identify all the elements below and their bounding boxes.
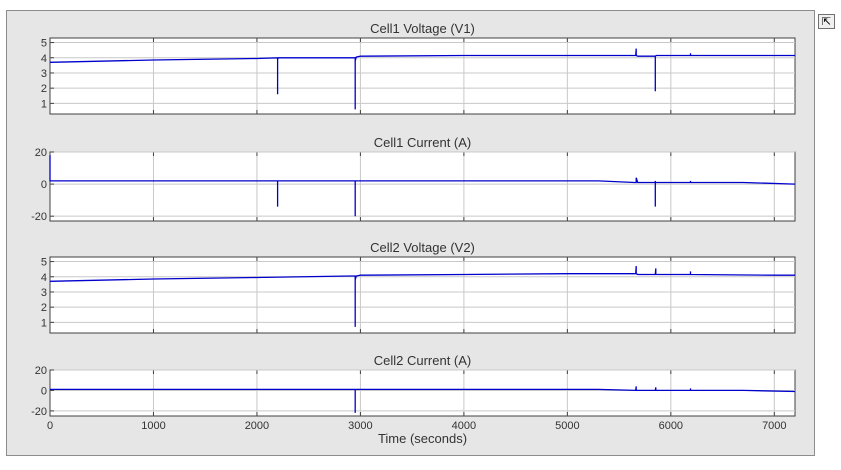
subplot-4: 0 1000 2000 3000 4000 5000 6000 7000-20020Cell2… (31, 353, 796, 446)
x-tick-label: 7000 (762, 420, 786, 432)
y-tick-label: 4 (41, 272, 47, 284)
y-tick-label: -20 (31, 211, 47, 223)
plot-area (49, 369, 796, 417)
y-tick-label: 20 (35, 147, 47, 159)
y-tick-label: 2 (41, 302, 47, 314)
plot-area (49, 256, 796, 334)
y-tick-label: 5 (41, 257, 47, 269)
subplot-3: 1 2 3 4 5 Cell2 Voltage (V2) (41, 240, 796, 334)
subplot-title: Cell1 Current (A) (374, 135, 472, 150)
y-tick-label: 0 (41, 179, 47, 191)
series-line (49, 155, 796, 217)
subplot-title: Cell2 Current (A) (374, 353, 472, 368)
y-tick-label: 3 (41, 68, 47, 80)
undock-arrow-icon[interactable]: ⇱ (818, 14, 835, 29)
y-tick-label: 2 (41, 83, 47, 95)
plot-area (49, 37, 796, 115)
x-tick-label: 1000 (141, 420, 165, 432)
subplot-2: -20 0 20 Cell1 Current (A) (31, 135, 796, 223)
series-line (50, 386, 796, 413)
x-tick-label: 5000 (555, 420, 579, 432)
y-tick-label: 4 (41, 53, 47, 65)
subplot-title: Cell1 Voltage (V1) (370, 21, 475, 36)
series-line (49, 48, 795, 110)
y-tick-label: 20 (35, 365, 47, 377)
x-tick-label: 2000 (245, 420, 269, 432)
x-axis-label: Time (seconds) (378, 431, 467, 446)
y-tick-label: 3 (41, 287, 47, 299)
y-tick-label: 0 (41, 385, 47, 397)
x-tick-label: 0 (47, 420, 53, 432)
y-tick-label: -20 (31, 406, 47, 418)
y-tick-label: 1 (41, 317, 47, 329)
x-tick-label: 3000 (348, 420, 372, 432)
y-tick-label: 5 (41, 38, 47, 50)
subplot-1: 1 2 3 4 5 Cell1 Voltage (V1) (41, 21, 796, 115)
plot-area (49, 151, 796, 222)
x-tick-label: 4000 (452, 420, 476, 432)
y-tick-label: 1 (41, 98, 47, 110)
x-tick-label: 6000 (659, 420, 683, 432)
series-line (49, 266, 795, 327)
subplot-title: Cell2 Voltage (V2) (370, 240, 475, 255)
